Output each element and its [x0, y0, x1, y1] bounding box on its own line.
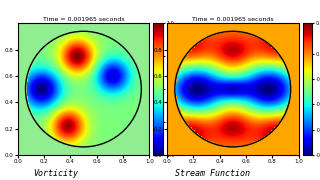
- Text: Stream Function: Stream Function: [175, 169, 250, 178]
- Title: Time = 0.001965 seconds: Time = 0.001965 seconds: [192, 17, 274, 22]
- Text: Vorticity: Vorticity: [34, 169, 78, 178]
- Title: Time = 0.001965 seconds: Time = 0.001965 seconds: [43, 17, 124, 22]
